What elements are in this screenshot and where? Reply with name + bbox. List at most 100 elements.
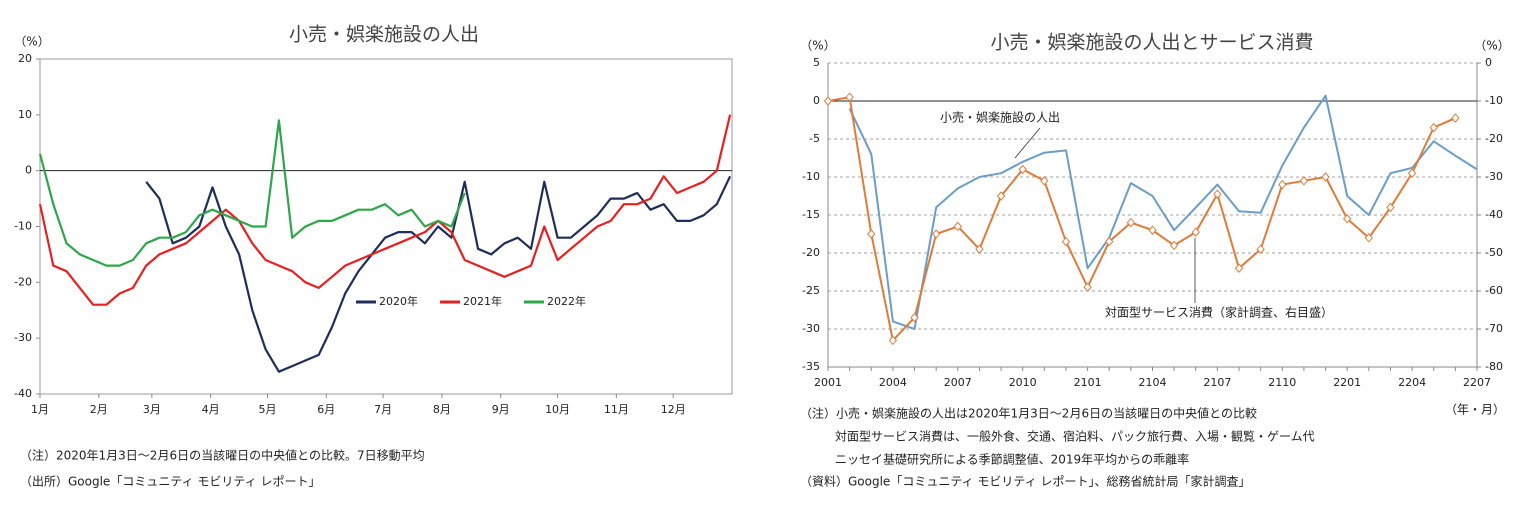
x-tick-label: 8月	[433, 403, 451, 416]
x-tick-label: 1月	[31, 403, 49, 416]
y2-tick-label: 0	[1485, 56, 1492, 69]
y-unit: （%）	[14, 35, 49, 49]
y2-tick-label: -70	[1485, 322, 1503, 335]
x-tick-label: 2110	[1268, 376, 1296, 389]
marker	[823, 96, 833, 106]
y-tick-label: -30	[14, 331, 32, 344]
annotation-leader	[1014, 127, 1041, 159]
marker	[1213, 189, 1222, 199]
x-tick-label: 2104	[1139, 376, 1167, 389]
series-annotation: 小売・娯楽施設の人出	[940, 110, 1060, 125]
marker	[1105, 236, 1114, 247]
marker	[1061, 236, 1071, 247]
y2-tick-label: -10	[1485, 94, 1503, 107]
y-tick-label: -25	[802, 284, 820, 297]
note: （注）2020年1月3日～2月6日の当該曜日の中央値との比較。7日移動平均	[20, 448, 425, 463]
marker	[1083, 282, 1092, 292]
y-tick-label: -10	[802, 170, 820, 183]
y-tick-label: 0	[25, 164, 32, 177]
marker	[1018, 164, 1027, 175]
marker	[1040, 176, 1049, 186]
marker	[1407, 168, 1417, 178]
y-tick-label: -40	[14, 387, 32, 400]
y2-tick-label: -20	[1485, 132, 1503, 145]
y-tick-label: 10	[18, 108, 32, 121]
series-line	[848, 94, 1478, 330]
legend-label: 2021年	[463, 294, 502, 308]
x-tick-label: 11月	[604, 403, 629, 416]
marker	[1299, 176, 1309, 186]
marker	[1343, 214, 1352, 224]
y-tick-label: 5	[813, 56, 820, 69]
x-tick-label: 3月	[143, 403, 161, 416]
note: （出所）Google「コミュニティ モビリティ レポート」	[20, 475, 321, 489]
legend-label: 2022年	[547, 294, 586, 308]
note: 対面型サービス消費は、一般外食、交通、宿泊料、パック旅行費、入場・観覧・ゲーム代	[835, 429, 1315, 444]
x-tick-label: 2107	[1203, 376, 1231, 389]
marker	[910, 312, 919, 323]
plot-frame	[39, 58, 733, 395]
y-tick-label: -5	[809, 132, 820, 145]
y-tick-label: -10	[14, 220, 32, 233]
x-tick-label: 12月	[661, 403, 686, 416]
y-tick-label: -30	[802, 322, 820, 335]
series-line	[145, 175, 732, 373]
marker	[1126, 217, 1136, 228]
y2-tick-label: -40	[1485, 208, 1503, 221]
x-tick-label: 7月	[374, 403, 392, 416]
y-tick-label: -35	[802, 360, 820, 373]
y-tick-label: -15	[802, 208, 820, 221]
chart-title: 小売・娯楽施設の人出	[289, 24, 479, 46]
marker	[996, 191, 1006, 201]
x-tick-label: 2月	[90, 403, 108, 416]
marker	[1364, 233, 1373, 243]
x-tick-label: 2010	[1009, 376, 1037, 389]
marker	[932, 229, 941, 239]
marker	[1169, 240, 1179, 251]
marker	[1256, 244, 1265, 254]
y2-unit: （%）	[1474, 39, 1509, 53]
x-tick-label: 2204	[1398, 376, 1426, 389]
marker	[1234, 263, 1244, 273]
y2-tick-label: -60	[1485, 284, 1503, 297]
x-tick-label: 2007	[944, 376, 972, 389]
note: （注）小売・娯楽施設の人出は2020年1月3日～2月6日の当該曜日の中央値との比…	[800, 406, 1257, 421]
y-tick-label: -20	[802, 246, 820, 259]
series-annotation: 対面型サービス消費（家計調査、右目盛）	[1105, 305, 1333, 320]
x-tick-label: 2207	[1463, 376, 1491, 389]
series-line	[38, 114, 732, 306]
marker	[1148, 225, 1157, 235]
marker	[1191, 227, 1200, 237]
x-tick-label: 2001	[814, 376, 842, 389]
x-tick-label: 5月	[259, 403, 277, 416]
note: ニッセイ基礎研究所による季節調整値、2019年平均からの乖離率	[835, 452, 1189, 467]
marker	[1321, 172, 1330, 182]
x-tick-label: 10月	[545, 403, 570, 416]
chart-title: 小売・娯楽施設の人出とサービス消費	[990, 32, 1313, 54]
note: （資料）Google「コミュニティ モビリティ レポート」、総務省統計局「家計調…	[800, 474, 1251, 489]
x-tick-label: 4月	[202, 403, 220, 416]
marker	[888, 335, 898, 346]
x-tick-label: 2004	[879, 376, 907, 389]
x-tick-label: 6月	[317, 403, 335, 416]
marker	[845, 92, 854, 102]
series-line	[827, 96, 1456, 342]
marker	[1278, 179, 1287, 190]
legend-label: 2020年	[379, 294, 418, 308]
y2-tick-label: -50	[1485, 246, 1503, 259]
series-line	[38, 119, 466, 267]
y2-tick-label: -30	[1485, 170, 1503, 183]
x-tick-label: 9月	[492, 403, 510, 416]
marker	[1451, 113, 1460, 123]
x-tick-label: 2101	[1074, 376, 1102, 389]
marker	[1386, 202, 1395, 213]
marker	[953, 221, 962, 232]
x-unit: （年・月）	[1445, 403, 1505, 417]
x-tick-label: 2201	[1333, 376, 1361, 389]
marker	[867, 229, 876, 239]
y-tick-label: 20	[18, 52, 32, 65]
marker	[975, 244, 984, 254]
y-unit: （%）	[800, 39, 835, 53]
y2-tick-label: -80	[1485, 360, 1503, 373]
